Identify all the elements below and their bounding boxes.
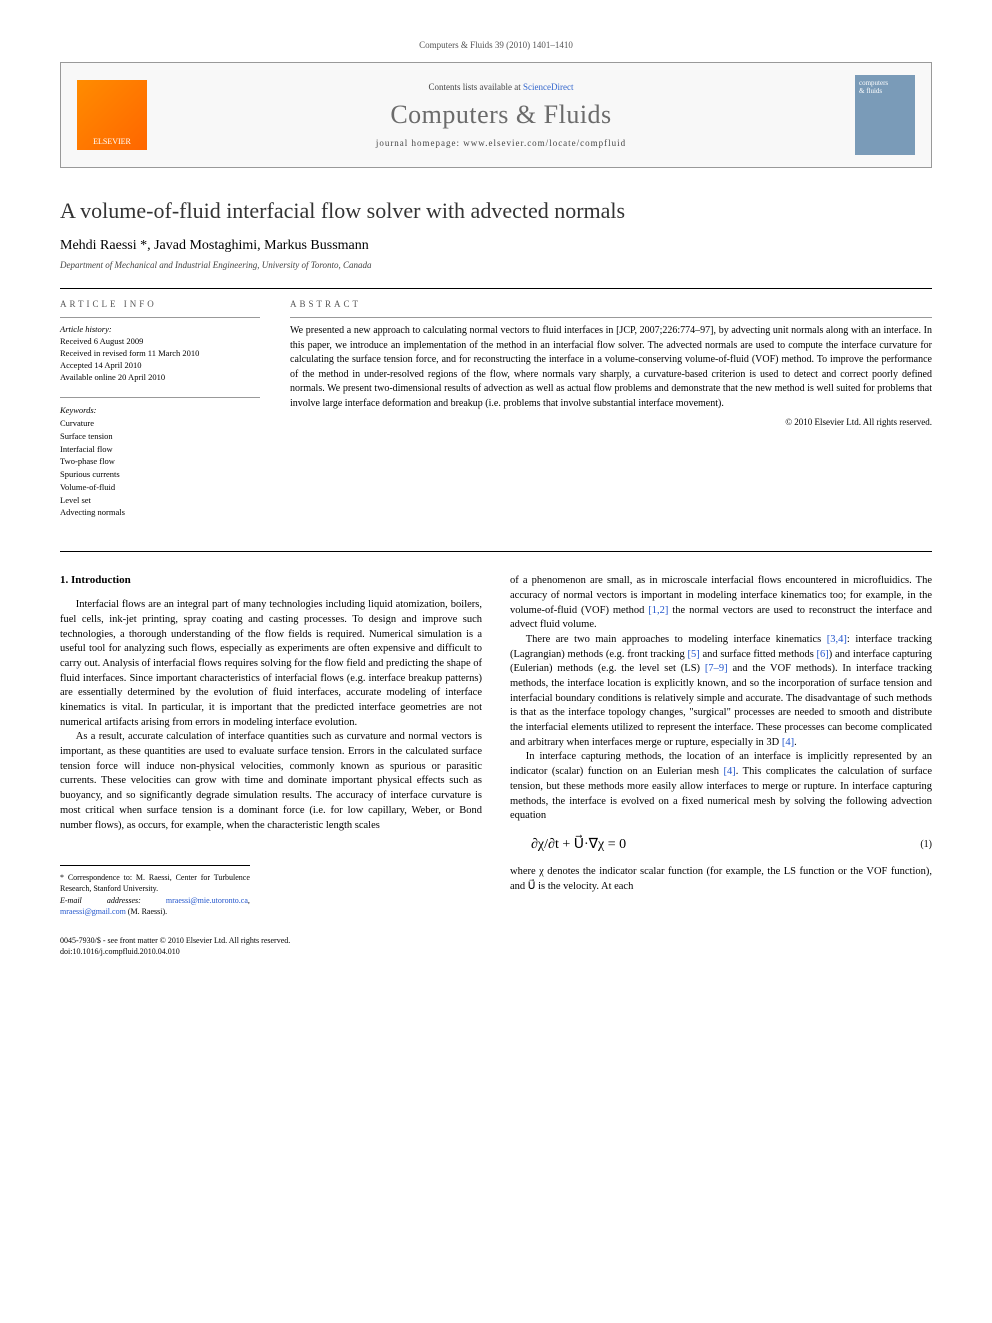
keyword: Curvature (60, 417, 260, 430)
abstract-column: ABSTRACT We presented a new approach to … (290, 299, 932, 533)
keyword: Interfacial flow (60, 443, 260, 456)
keyword: Level set (60, 494, 260, 507)
banner-center: Contents lists available at ScienceDirec… (147, 82, 855, 148)
journal-name: Computers & Fluids (147, 100, 855, 130)
journal-homepage: journal homepage: www.elsevier.com/locat… (147, 138, 855, 148)
elsevier-logo: ELSEVIER (77, 80, 147, 150)
left-column: 1. Introduction Interfacial flows are an… (60, 574, 482, 917)
equation-number: (1) (920, 839, 932, 850)
ref-link[interactable]: [5] (687, 649, 699, 660)
ref-link[interactable]: [3,4] (827, 634, 847, 645)
abstract-divider (290, 317, 932, 318)
footnotes: * Correspondence to: M. Raessi, Center f… (60, 865, 250, 917)
journal-banner: ELSEVIER Contents lists available at Sci… (60, 62, 932, 168)
section-1-heading: 1. Introduction (60, 574, 482, 586)
affiliation: Department of Mechanical and Industrial … (60, 260, 932, 270)
abstract-text: We presented a new approach to calculati… (290, 324, 932, 411)
body-para: As a result, accurate calculation of int… (60, 730, 482, 833)
article-info-column: ARTICLE INFO Article history: Received 6… (60, 299, 260, 533)
page-header-citation: Computers & Fluids 39 (2010) 1401–1410 (60, 40, 932, 50)
info-heading: ARTICLE INFO (60, 299, 260, 309)
keywords-label: Keywords: (60, 404, 260, 417)
ref-link[interactable]: [1,2] (648, 605, 668, 616)
keyword: Advecting normals (60, 506, 260, 519)
history-label: Article history: (60, 324, 260, 336)
article-history-block: Article history: Received 6 August 2009 … (60, 324, 260, 383)
ref-link[interactable]: [4] (723, 766, 735, 777)
body-para: where χ denotes the indicator scalar fun… (510, 865, 932, 894)
email-link-1[interactable]: mraessi@mie.utoronto.ca (166, 896, 248, 905)
body-two-columns: 1. Introduction Interfacial flows are an… (60, 574, 932, 917)
correspondence-footnote: * Correspondence to: M. Raessi, Center f… (60, 872, 250, 894)
equation-content: ∂χ/∂t + U⃗·∇χ = 0 (510, 836, 920, 853)
body-para: There are two main approaches to modelin… (510, 633, 932, 751)
equation-1: ∂χ/∂t + U⃗·∇χ = 0 (1) (510, 836, 932, 853)
ref-link[interactable]: [7–9] (705, 663, 728, 674)
right-column: of a phenomenon are small, as in microsc… (510, 574, 932, 917)
email-footnote: E-mail addresses: mraessi@mie.utoronto.c… (60, 895, 250, 917)
journal-cover-thumb: computers & fluids (855, 75, 915, 155)
page-footer: 0045-7930/$ - see front matter © 2010 El… (60, 935, 932, 957)
body-para: Interfacial flows are an integral part o… (60, 598, 482, 730)
body-para: of a phenomenon are small, as in microsc… (510, 574, 932, 633)
received-date: Received 6 August 2009 (60, 336, 260, 348)
keyword: Spurious currents (60, 468, 260, 481)
keyword: Two-phase flow (60, 455, 260, 468)
authors-line: Mehdi Raessi *, Javad Mostaghimi, Markus… (60, 238, 932, 254)
sciencedirect-link[interactable]: ScienceDirect (523, 82, 573, 92)
keyword: Surface tension (60, 430, 260, 443)
contents-line: Contents lists available at ScienceDirec… (147, 82, 855, 92)
abstract-heading: ABSTRACT (290, 299, 932, 309)
article-title: A volume-of-fluid interfacial flow solve… (60, 198, 932, 224)
revised-date: Received in revised form 11 March 2010 (60, 348, 260, 360)
divider-top (60, 288, 932, 289)
keyword: Volume-of-fluid (60, 481, 260, 494)
abstract-copyright: © 2010 Elsevier Ltd. All rights reserved… (290, 417, 932, 427)
accepted-date: Accepted 14 April 2010 (60, 360, 260, 372)
ref-link[interactable]: [4] (782, 737, 794, 748)
body-divider (60, 551, 932, 552)
body-para: In interface capturing methods, the loca… (510, 750, 932, 823)
keywords-section: Keywords: Curvature Surface tension Inte… (60, 404, 260, 519)
info-divider-2 (60, 397, 260, 398)
footer-doi: doi:10.1016/j.compfluid.2010.04.010 (60, 946, 932, 957)
info-divider (60, 317, 260, 318)
info-abstract-section: ARTICLE INFO Article history: Received 6… (60, 299, 932, 533)
email-link-2[interactable]: mraessi@gmail.com (60, 907, 126, 916)
ref-link[interactable]: [6] (817, 649, 829, 660)
footer-copyright: 0045-7930/$ - see front matter © 2010 El… (60, 935, 932, 946)
online-date: Available online 20 April 2010 (60, 372, 260, 384)
